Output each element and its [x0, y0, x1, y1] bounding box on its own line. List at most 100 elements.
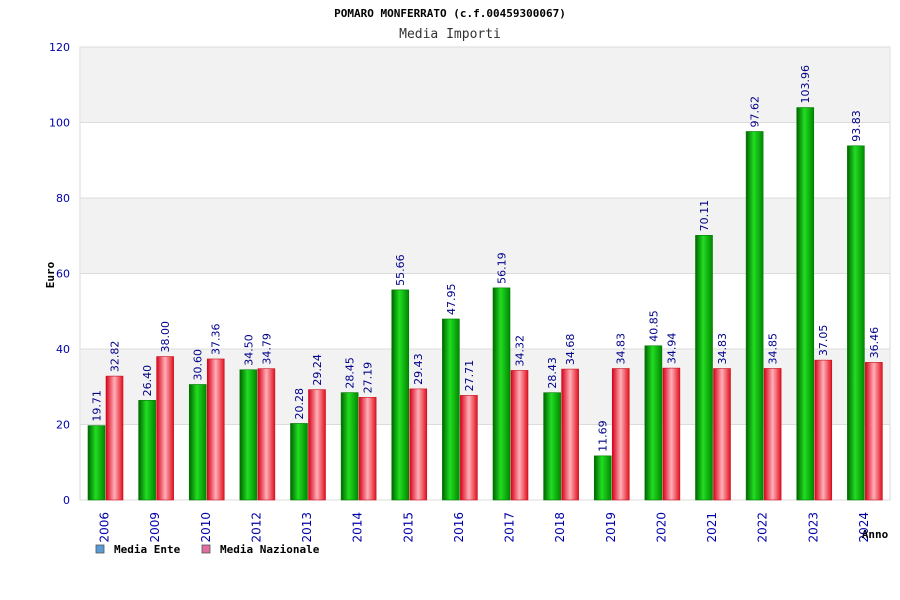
- bar-media-nazionale-2018: [561, 368, 579, 501]
- bar-value-label: 27.71: [463, 360, 476, 392]
- bar-media-nazionale-2009: [156, 356, 174, 501]
- bar-value-label: 34.85: [767, 333, 780, 365]
- bar-value-label: 47.95: [445, 283, 458, 315]
- x-tick-label: 2013: [300, 512, 314, 543]
- bar-media-nazionale-2019: [611, 368, 630, 501]
- bar-media-nazionale-2010: [206, 358, 225, 501]
- bar-media-nazionale-2023: [814, 359, 833, 501]
- bar-media-nazionale-2006: [105, 375, 124, 501]
- legend-swatch-media-ente: [95, 544, 105, 554]
- bar-media-ente-2024: [847, 145, 865, 501]
- bar-media-ente-2015: [391, 289, 410, 501]
- bar-media-ente-2017: [492, 287, 511, 501]
- x-tick-label: 2010: [199, 512, 213, 543]
- bar-media-ente-2021: [695, 235, 713, 501]
- bar-media-nazionale-2016: [460, 395, 478, 501]
- bar-value-label: 38.00: [159, 321, 172, 353]
- bar-media-ente-2018: [543, 392, 561, 501]
- bar-media-nazionale-2024: [865, 362, 883, 501]
- bar-media-ente-2010: [188, 384, 207, 501]
- bar-value-label: 55.66: [394, 254, 407, 286]
- bar-media-nazionale-2012: [257, 368, 276, 501]
- x-tick-label: 2017: [503, 512, 517, 543]
- bar-value-label: 29.43: [412, 353, 425, 385]
- bar-value-label: 27.19: [362, 362, 375, 394]
- bar-value-label: 103.96: [799, 65, 812, 104]
- x-tick-label: 2006: [98, 512, 112, 543]
- bar-value-label: 40.85: [647, 310, 660, 342]
- bar-value-label: 34.50: [242, 334, 255, 366]
- y-tick-label: 20: [56, 419, 70, 432]
- y-tick-label: 60: [56, 268, 70, 281]
- x-tick-label: 2019: [604, 512, 618, 543]
- bar-value-label: 97.62: [749, 96, 762, 128]
- bar-media-nazionale-2022: [763, 368, 782, 501]
- x-tick-label: 2015: [401, 512, 415, 543]
- bar-media-nazionale-2015: [409, 388, 428, 501]
- bar-value-label: 26.40: [141, 365, 154, 397]
- bar-media-ente-2022: [745, 131, 764, 501]
- y-tick-label: 80: [56, 192, 70, 205]
- plot-band: [81, 47, 889, 123]
- x-tick-label: 2024: [857, 512, 871, 543]
- bar-value-label: 93.83: [850, 110, 863, 142]
- bar-media-nazionale-2020: [662, 367, 681, 501]
- bar-media-nazionale-2017: [510, 370, 529, 501]
- x-tick-label: 2012: [249, 512, 263, 543]
- bar-value-label: 56.19: [496, 252, 509, 284]
- value-labels-group: 19.71 32.82 26.40 38.00 30.60 37.36 34.50 34.79…: [91, 65, 881, 452]
- chart-subtitle: Media Importi: [399, 27, 501, 42]
- plot-band: [81, 198, 889, 274]
- bar-value-label: 28.45: [344, 357, 357, 389]
- x-tick-label: 2009: [148, 512, 162, 543]
- bar-value-label: 36.46: [868, 327, 881, 359]
- bar-value-label: 19.71: [91, 390, 104, 422]
- bar-value-label: 30.60: [192, 349, 205, 381]
- bar-value-label: 29.24: [311, 354, 324, 386]
- bar-value-label: 28.43: [546, 357, 559, 389]
- x-tick-label: 2016: [452, 512, 466, 543]
- x-tick-label: 2022: [756, 512, 770, 543]
- y-tick-label: 120: [49, 41, 70, 54]
- bar-value-label: 37.36: [210, 323, 223, 355]
- bar-value-label: 34.83: [615, 333, 628, 365]
- bar-value-label: 32.82: [109, 341, 122, 373]
- bar-media-ente-2012: [239, 369, 258, 501]
- bar-value-label: 34.32: [514, 335, 527, 367]
- x-tick-label: 2023: [806, 512, 820, 543]
- x-tick-label: 2020: [654, 512, 668, 543]
- legend-label-media-ente: Media Ente: [114, 543, 181, 556]
- bar-media-ente-2013: [290, 423, 308, 501]
- bar-value-label: 70.11: [698, 200, 711, 232]
- bar-media-ente-2006: [87, 425, 106, 501]
- bar-value-label: 37.05: [817, 325, 830, 357]
- y-tick-label: 0: [63, 494, 70, 507]
- y-tick-label: 40: [56, 343, 70, 356]
- bar-media-nazionale-2014: [358, 397, 377, 501]
- x-axis-ticks: 2006 2009 2010 2012 2013 2014 2015 2016 2017 2018…: [98, 512, 871, 543]
- bar-media-ente-2019: [593, 455, 612, 501]
- legend-label-media-nazionale: Media Nazionale: [220, 543, 320, 556]
- y-tick-label: 100: [49, 117, 70, 130]
- bars-group: [87, 107, 883, 501]
- bar-value-label: 20.28: [293, 388, 306, 420]
- bar-media-ente-2016: [442, 318, 460, 501]
- bar-value-label: 34.94: [665, 333, 678, 365]
- bar-value-label: 34.79: [260, 333, 273, 365]
- x-tick-label: 2018: [553, 512, 567, 543]
- bar-media-nazionale-2013: [308, 389, 326, 501]
- chart-title: POMARO MONFERRATO (c.f.00459300067): [334, 7, 566, 20]
- y-axis-label: Euro: [44, 261, 57, 288]
- x-tick-label: 2021: [705, 512, 719, 543]
- bar-value-label: 11.69: [597, 420, 610, 452]
- bar-media-ente-2020: [644, 345, 663, 501]
- bar-media-ente-2023: [796, 107, 815, 501]
- bar-value-label: 34.83: [716, 333, 729, 365]
- bar-media-ente-2009: [138, 400, 156, 501]
- y-axis-ticks: 0 20 40 60 80 100 120: [49, 41, 70, 507]
- x-tick-label: 2014: [351, 512, 365, 543]
- bar-media-ente-2014: [340, 392, 359, 501]
- x-axis-label: Anno: [862, 528, 889, 541]
- legend: Media Ente Media Nazionale: [95, 543, 320, 556]
